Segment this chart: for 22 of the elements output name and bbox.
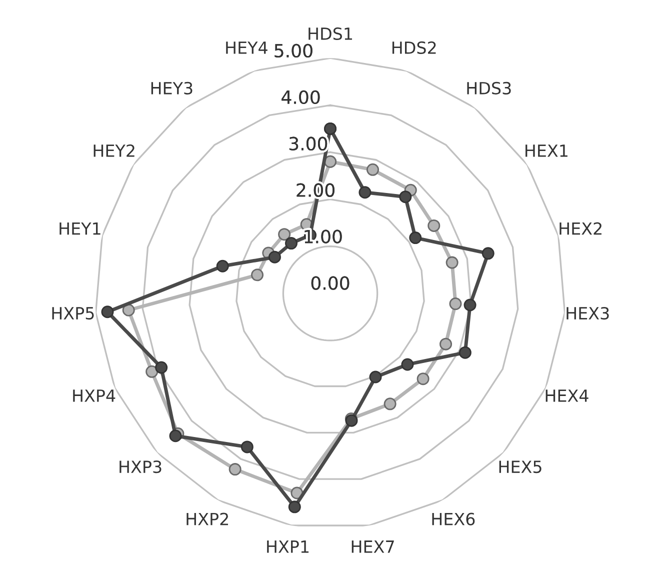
spoke-label: HEY1 <box>60 222 100 235</box>
spoke-label: HDS2 <box>392 41 436 54</box>
spoke-label: HXP2 <box>186 512 228 526</box>
spoke-label: HEX5 <box>499 460 542 474</box>
spoke-label: HEY3 <box>151 82 192 94</box>
spoke-label: HXP5 <box>52 307 94 320</box>
spoke-label: HEX4 <box>546 390 588 402</box>
spoke-label: HEY4 <box>226 42 268 54</box>
spoke-label: HDS3 <box>467 82 511 94</box>
spoke-label: HEX1 <box>526 144 568 157</box>
spoke-label: HEX7 <box>352 540 394 553</box>
y-tick-label: 5.00 <box>274 44 312 58</box>
y-tick-label: 0.00 <box>311 276 350 290</box>
spoke-label: HEY2 <box>94 144 134 157</box>
spoke-label: HEX6 <box>432 512 475 526</box>
spoke-label: HXP3 <box>120 460 162 474</box>
spoke-label: HXP4 <box>73 390 116 402</box>
spoke-label: HXP1 <box>267 540 309 553</box>
y-tick-label: 4.00 <box>282 90 320 104</box>
spoke-label: HEX2 <box>560 222 602 235</box>
spoke-label: HDS1 <box>308 27 352 40</box>
spoke-label: HEX3 <box>566 306 609 320</box>
